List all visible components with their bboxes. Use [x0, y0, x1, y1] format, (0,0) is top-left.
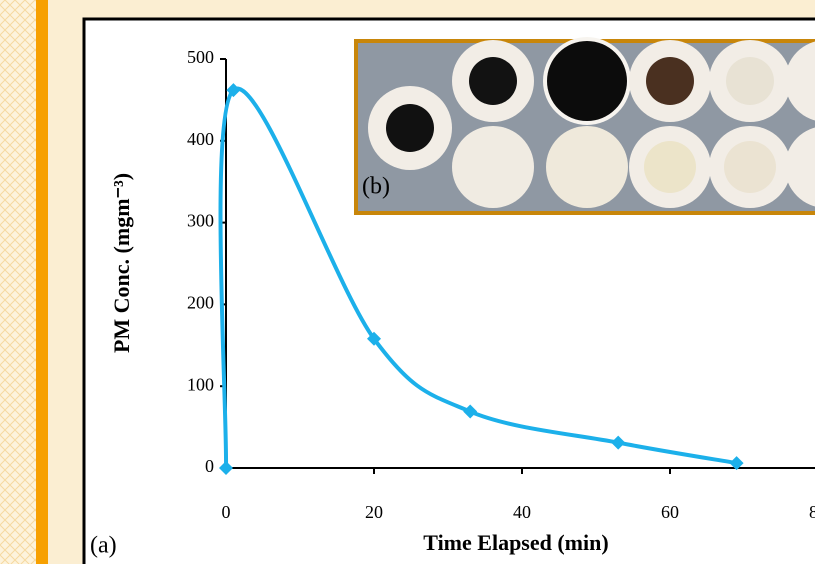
x-tick-label: 80: [809, 502, 815, 522]
data-point: [611, 435, 626, 450]
data-point: [367, 331, 381, 346]
data-point: [729, 456, 744, 471]
inset-photo: [354, 37, 815, 215]
annotation: (a): [90, 533, 117, 559]
x-axis-label: Time Elapsed (min): [423, 530, 608, 555]
side-bar: [36, 0, 48, 564]
y-tick-label: 400: [187, 129, 214, 149]
x-tick-label: 60: [661, 502, 679, 522]
side-pattern: [0, 0, 36, 564]
y-tick-label: 0: [205, 456, 214, 476]
y-tick-label: 200: [187, 293, 214, 313]
x-tick-label: 40: [513, 502, 531, 522]
y-tick-label: 500: [187, 47, 214, 67]
y-tick-label: 100: [187, 374, 214, 394]
x-tick-label: 20: [365, 502, 383, 522]
annotation: (b): [362, 174, 390, 200]
y-axis-label: PM Conc. (mgm⁻³): [109, 173, 134, 353]
y-tick-label: 300: [187, 211, 214, 231]
data-point: [226, 83, 241, 98]
x-tick-label: 0: [222, 502, 231, 522]
data-point: [219, 461, 233, 475]
data-point: [463, 404, 478, 419]
